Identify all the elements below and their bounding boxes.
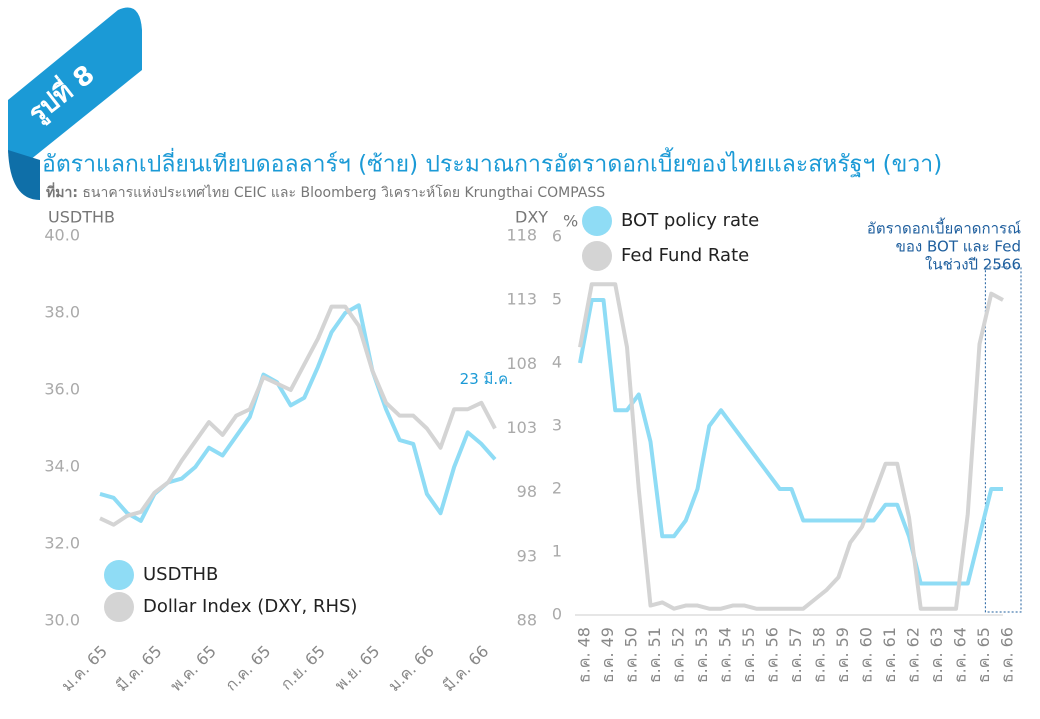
legend-label: Fed Fund Rate (621, 245, 749, 266)
series-line (578, 282, 1004, 611)
x-tick-label: ธ.ค. 62 (904, 627, 923, 683)
x-tick-label: พ.ย. 65 (331, 642, 384, 695)
y2-axis-label: DXY (515, 208, 548, 227)
series-line (99, 304, 497, 527)
annotation: ในช่วงปี 2566 (925, 256, 1021, 274)
y-tick-label: 2 (552, 479, 562, 498)
x-tick-label: ธ.ค. 57 (786, 627, 805, 683)
source: ที่มา: ธนาคารแห่งประเทศไทย CEIC และ Bloo… (46, 182, 605, 201)
legend-marker (582, 206, 612, 236)
legend-label: Dollar Index (DXY, RHS) (143, 596, 357, 617)
y-tick-label: 3 (552, 416, 562, 435)
badge-fold (8, 150, 40, 200)
x-tick-label: ธ.ค. 49 (598, 627, 617, 683)
x-tick-label: ธ.ค. 61 (880, 627, 899, 683)
x-tick-label: ธ.ค. 52 (669, 627, 688, 683)
y-tick-label: 1 (552, 542, 562, 561)
source-label: ที่มา: (46, 182, 78, 201)
x-tick-label: ม.ค. 65 (57, 642, 111, 696)
y-tick-label: 0 (552, 605, 562, 624)
y-tick-label: 4 (552, 353, 562, 372)
y-tick-label: 36.0 (44, 380, 80, 399)
legend-label: USDTHB (143, 564, 218, 585)
legend-label: BOT policy rate (621, 210, 759, 231)
annotation: อัตราดอกเบี้ยคาดการณ์ (867, 218, 1021, 238)
badge-ribbon (8, 7, 142, 166)
x-tick-label: ธ.ค. 48 (575, 627, 594, 683)
x-tick-label: พ.ค. 65 (166, 642, 220, 696)
y-tick-label: 6 (552, 227, 562, 246)
x-tick-label: ธ.ค. 53 (692, 627, 711, 683)
y-axis-label: % (563, 212, 578, 231)
series-line (578, 298, 1003, 586)
y-tick-label: 30.0 (44, 611, 80, 630)
y2-tick-label: 103 (506, 418, 537, 437)
x-tick-label: ธ.ค. 50 (622, 627, 641, 683)
annotation: 23 มี.ค. (460, 370, 513, 388)
y-axis-label: USDTHB (48, 208, 115, 227)
legend-marker (582, 241, 612, 271)
x-tick-label: มี.ค. 65 (112, 642, 166, 696)
x-tick-label: ธ.ค. 55 (739, 627, 758, 683)
forecast-box (984, 266, 1022, 613)
title: อัตราแลกเปลี่ยนเทียบดอลลาร์ฯ (ซ้าย) ประม… (42, 148, 942, 178)
y2-tick-label: 118 (506, 226, 537, 245)
x-tick-label: ธ.ค. 65 (974, 627, 993, 683)
x-tick-label: ก.ย. 65 (277, 642, 329, 694)
source-text: ธนาคารแห่งประเทศไทย CEIC และ Bloomberg ว… (82, 184, 605, 201)
y2-tick-label: 113 (506, 290, 537, 309)
y2-tick-label: 88 (517, 611, 537, 630)
legend-marker (104, 560, 134, 590)
y-tick-label: 40.0 (44, 226, 80, 245)
y2-tick-label: 108 (506, 354, 537, 373)
x-tick-label: ธ.ค. 56 (763, 627, 782, 683)
x-tick-label: ธ.ค. 63 (927, 627, 946, 683)
x-tick-label: ธ.ค. 58 (810, 627, 829, 683)
x-tick-label: ธ.ค. 51 (645, 627, 664, 683)
x-tick-label: ธ.ค. 66 (998, 627, 1017, 683)
x-tick-label: ธ.ค. 64 (951, 627, 970, 683)
annotation: ของ BOT และ Fed (896, 238, 1021, 256)
x-tick-label: ก.ค. 65 (221, 642, 274, 695)
x-tick-label: ธ.ค. 59 (833, 627, 852, 683)
legend-marker (104, 592, 134, 622)
x-tick-label: ม.ค. 66 (384, 642, 438, 696)
y-tick-label: 34.0 (44, 457, 80, 476)
x-tick-label: มี.ค. 66 (439, 642, 493, 696)
x-tick-label: ธ.ค. 54 (716, 627, 735, 683)
x-tick-label: ธ.ค. 60 (857, 627, 876, 683)
y2-tick-label: 93 (517, 546, 537, 565)
y-tick-label: 32.0 (44, 534, 80, 553)
y-tick-label: 5 (552, 290, 562, 309)
y2-tick-label: 98 (517, 482, 537, 501)
y-tick-label: 38.0 (44, 303, 80, 322)
